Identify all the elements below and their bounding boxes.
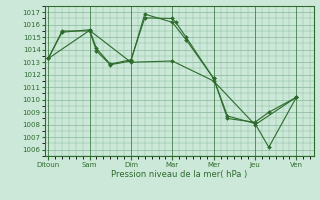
X-axis label: Pression niveau de la mer( hPa ): Pression niveau de la mer( hPa ) bbox=[111, 170, 247, 179]
